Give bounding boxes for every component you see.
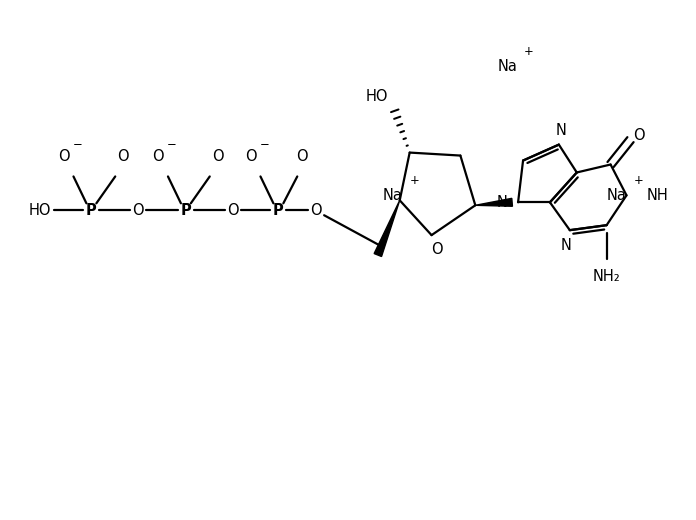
Text: −: −: [260, 138, 269, 151]
Text: P: P: [180, 203, 191, 218]
Text: HO: HO: [365, 89, 388, 105]
Text: O: O: [310, 203, 322, 218]
Text: O: O: [633, 128, 644, 143]
Text: O: O: [152, 149, 164, 164]
Text: O: O: [132, 203, 144, 218]
Text: Na: Na: [497, 59, 517, 73]
Polygon shape: [374, 200, 400, 256]
Text: HO: HO: [29, 203, 51, 218]
Text: N: N: [560, 238, 571, 253]
Text: Na: Na: [383, 188, 403, 203]
Text: O: O: [58, 149, 70, 164]
Text: O: O: [431, 242, 443, 256]
Text: P: P: [273, 203, 284, 218]
Text: O: O: [296, 149, 308, 164]
Text: NH: NH: [647, 188, 668, 203]
Text: O: O: [118, 149, 129, 164]
Text: O: O: [245, 149, 256, 164]
Text: −: −: [72, 138, 82, 151]
Text: +: +: [633, 174, 643, 187]
Text: P: P: [86, 203, 97, 218]
Text: +: +: [410, 174, 420, 187]
Text: N: N: [497, 195, 507, 210]
Polygon shape: [475, 198, 512, 206]
Text: −: −: [167, 138, 177, 151]
Text: N: N: [555, 123, 567, 138]
Text: O: O: [212, 149, 223, 164]
Text: +: +: [524, 45, 534, 58]
Text: NH₂: NH₂: [593, 269, 621, 284]
Text: O: O: [227, 203, 239, 218]
Text: Na: Na: [607, 188, 626, 203]
